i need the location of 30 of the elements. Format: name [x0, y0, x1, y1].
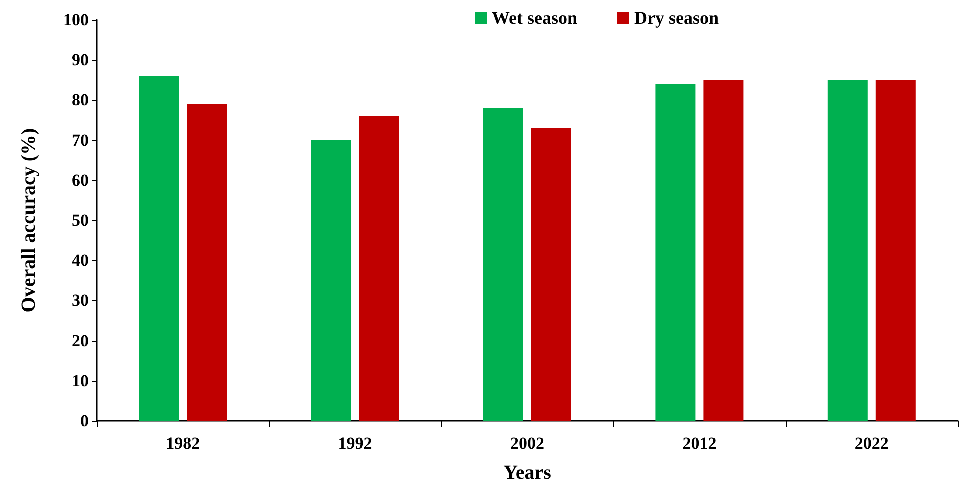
bar — [876, 80, 916, 421]
x-tick-label: 2022 — [854, 434, 889, 453]
x-tick-label: 1992 — [338, 434, 372, 453]
legend-label: Wet season — [492, 8, 578, 28]
bar — [311, 140, 352, 421]
y-tick-label: 90 — [72, 50, 89, 70]
y-axis-title: Overall accuracy (%) — [18, 128, 40, 313]
x-tick-label: 2012 — [682, 434, 717, 453]
y-tick-label: 20 — [72, 331, 89, 350]
y-tick-label: 100 — [64, 10, 89, 30]
bar — [532, 128, 572, 421]
legend-label: Dry season — [634, 8, 719, 28]
y-tick-label: 50 — [72, 211, 89, 230]
y-tick-label: 80 — [72, 90, 89, 110]
bar — [359, 116, 400, 421]
x-tick-label: 2002 — [510, 434, 544, 453]
y-tick-label: 10 — [72, 371, 89, 390]
x-axis-title: Years — [504, 462, 552, 484]
bar — [484, 108, 524, 421]
y-tick-label: 40 — [72, 251, 89, 270]
bar — [828, 80, 868, 421]
y-tick-label: 0 — [80, 412, 89, 430]
bar — [656, 84, 696, 421]
y-tick-label: 70 — [72, 130, 89, 150]
x-tick-label: 1982 — [166, 434, 200, 453]
bar — [139, 76, 180, 421]
y-tick-label: 30 — [72, 291, 89, 310]
bar — [704, 80, 744, 421]
bar — [187, 104, 228, 421]
y-tick-label: 60 — [72, 170, 89, 190]
